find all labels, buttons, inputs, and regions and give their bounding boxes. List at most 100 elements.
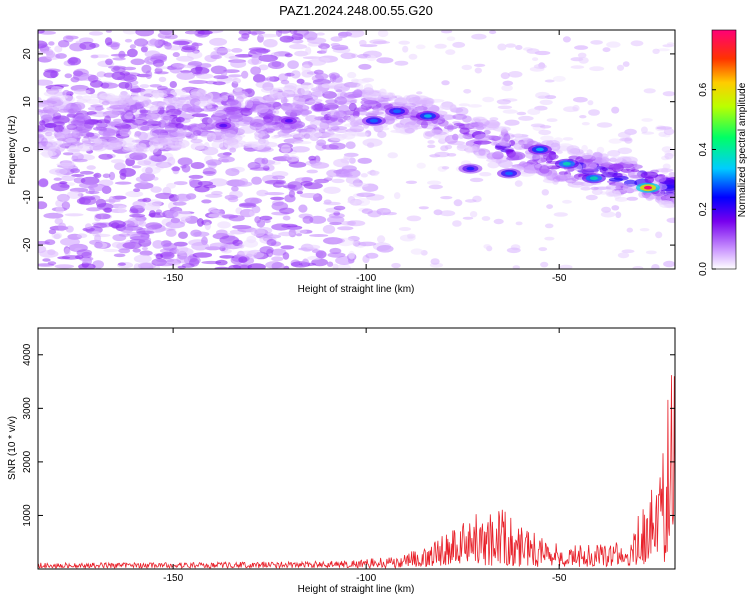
- heatmap-cell: [357, 157, 372, 164]
- heatmap-cell: [81, 195, 96, 201]
- heatmap-cell: [283, 154, 290, 159]
- heatmap-cell: [542, 153, 559, 161]
- heatmap-cell: [581, 153, 593, 160]
- heatmap-cell: [526, 48, 540, 54]
- heatmap-cell: [539, 165, 550, 174]
- heatmap-cell: [165, 220, 185, 229]
- heatmap-cell: [212, 81, 226, 86]
- heatmap-cell: [71, 174, 85, 177]
- heatmap-cell: [208, 178, 228, 187]
- snr-xtick-label: -50: [552, 573, 567, 584]
- heatmap-cell: [213, 75, 229, 80]
- heatmap-cell: [456, 144, 468, 149]
- heatmap-cell: [256, 189, 269, 197]
- heatmap-cell: [271, 256, 284, 262]
- heatmap-cell: [195, 145, 205, 150]
- heatmap-cell: [310, 131, 323, 138]
- heatmap-cell: [376, 245, 394, 253]
- heatmap-cell: [428, 184, 443, 190]
- heatmap-cell: [323, 82, 342, 89]
- heatmap-cell: [376, 57, 394, 64]
- heatmap-cell: [349, 125, 365, 133]
- heatmap-cell: [290, 146, 310, 153]
- heatmap-cell: [259, 55, 276, 61]
- heatmap-cell: [581, 144, 588, 152]
- heatmap-cell: [259, 246, 274, 255]
- heatmap-cell: [388, 92, 396, 101]
- heatmap-cell: [85, 223, 92, 230]
- heatmap-cell: [122, 220, 135, 228]
- heatmap-cell: [96, 71, 107, 78]
- heatmap-cell: [103, 110, 120, 116]
- heatmap-cell: [79, 41, 96, 51]
- heatmap-cell: [75, 40, 82, 44]
- colorbar-ticks: 0.0 0.2 0.4 0.6: [698, 82, 716, 276]
- heatmap-cell: [353, 89, 363, 98]
- heatmap-cell: [440, 30, 453, 34]
- snr-xlabel: Height of straight line (km): [298, 584, 415, 595]
- heatmap-cell: [514, 180, 523, 187]
- heatmap-cell: [38, 30, 45, 34]
- heatmap-cell: [469, 177, 484, 183]
- snr-ytick-label: 2000: [22, 450, 33, 473]
- heatmap-cell: [668, 172, 675, 177]
- heatmap-cell: [338, 31, 348, 39]
- heatmap-cell: [288, 190, 295, 198]
- heatmap-cell: [225, 168, 240, 177]
- heatmap-cell: [585, 194, 598, 201]
- heatmap-cell: [170, 145, 186, 149]
- heatmap-cell: [211, 141, 224, 149]
- heatmap-cell: [602, 47, 611, 53]
- heatmap-cell: [223, 69, 240, 73]
- heatmap-cell: [114, 181, 132, 185]
- heatmap-cell: [118, 104, 131, 110]
- heatmap-cell: [70, 119, 85, 126]
- heatmap-cell: [608, 138, 623, 144]
- heatmap-cell: [175, 116, 185, 123]
- heatmap-cell: [321, 144, 339, 150]
- heatmap-cell: [182, 131, 191, 136]
- heatmap-cell: [465, 145, 472, 154]
- heatmap-cell: [238, 30, 252, 36]
- heatmap-cell: [61, 175, 76, 182]
- heatmap-cell: [587, 100, 594, 106]
- heatmap-cell: [137, 160, 152, 166]
- heatmap-cell: [494, 136, 509, 141]
- heatmap-cell: [148, 155, 158, 161]
- snr-ytick-label: 3000: [22, 397, 33, 420]
- spectrogram-xtick-label: -50: [552, 273, 567, 284]
- heatmap-cell: [352, 240, 361, 247]
- heatmap-cell: [348, 103, 357, 112]
- heatmap-cell: [486, 158, 497, 162]
- heatmap-cell: [191, 42, 199, 51]
- heatmap-cell: [288, 161, 307, 168]
- heatmap-cell: [588, 163, 598, 169]
- heatmap-cell: [356, 192, 376, 198]
- heatmap-cell: [592, 151, 603, 160]
- heatmap-cell: [315, 73, 329, 80]
- heatmap-cell: [103, 72, 115, 78]
- heatmap-cell: [382, 211, 397, 216]
- heatmap-cell: [580, 186, 591, 191]
- heatmap-cell: [243, 239, 259, 248]
- heatmap-cell: [143, 90, 152, 98]
- heatmap-cell: [185, 30, 199, 35]
- heatmap-cell: [540, 261, 549, 268]
- heatmap-cell: [250, 228, 266, 237]
- heatmap-cell: [72, 158, 88, 163]
- heatmap-cell: [131, 139, 148, 143]
- heatmap-cell: [150, 186, 162, 193]
- heatmap-cell: [306, 244, 321, 250]
- heatmap-cell: [366, 55, 377, 62]
- heatmap-cell: [415, 44, 426, 50]
- heatmap-cell: [395, 123, 405, 128]
- heatmap-cell: [631, 169, 640, 173]
- heatmap-cell: [133, 254, 152, 263]
- heatmap-cell: [473, 140, 492, 145]
- heatmap-cell: [64, 73, 73, 79]
- heatmap-cell: [214, 266, 230, 269]
- heatmap-cell: [323, 201, 341, 206]
- heatmap-cell: [234, 87, 242, 93]
- heatmap-cell: [500, 72, 510, 80]
- heatmap-cell: [182, 125, 192, 131]
